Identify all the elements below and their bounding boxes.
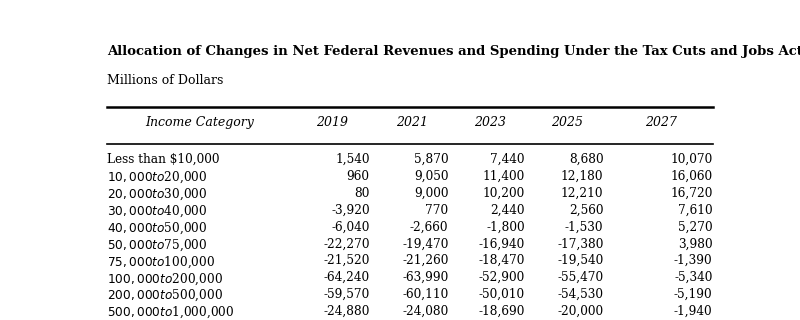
Text: 16,060: 16,060 — [670, 170, 713, 183]
Text: -18,690: -18,690 — [478, 305, 525, 318]
Text: -1,390: -1,390 — [674, 254, 713, 267]
Text: 2,440: 2,440 — [490, 204, 525, 217]
Text: 2027: 2027 — [645, 116, 677, 129]
Text: 10,200: 10,200 — [482, 187, 525, 200]
Text: -1,530: -1,530 — [565, 220, 603, 234]
Text: -6,040: -6,040 — [331, 220, 370, 234]
Text: -21,260: -21,260 — [402, 254, 449, 267]
Text: -19,540: -19,540 — [557, 254, 603, 267]
Text: 5,270: 5,270 — [678, 220, 713, 234]
Text: Allocation of Changes in Net Federal Revenues and Spending Under the Tax Cuts an: Allocation of Changes in Net Federal Rev… — [107, 44, 800, 58]
Text: -24,880: -24,880 — [323, 305, 370, 318]
Text: 11,400: 11,400 — [482, 170, 525, 183]
Text: -55,470: -55,470 — [558, 271, 603, 284]
Text: $30,000 to $40,000: $30,000 to $40,000 — [107, 204, 208, 219]
Text: 3,980: 3,980 — [678, 237, 713, 250]
Text: -17,380: -17,380 — [557, 237, 603, 250]
Text: 5,870: 5,870 — [414, 153, 449, 166]
Text: -24,080: -24,080 — [402, 305, 449, 318]
Text: 770: 770 — [426, 204, 449, 217]
Text: -20,000: -20,000 — [558, 305, 603, 318]
Text: 12,180: 12,180 — [561, 170, 603, 183]
Text: -1,940: -1,940 — [674, 305, 713, 318]
Text: 1,540: 1,540 — [335, 153, 370, 166]
Text: $40,000 to $50,000: $40,000 to $50,000 — [107, 220, 208, 236]
Text: 2025: 2025 — [551, 116, 583, 129]
Text: -64,240: -64,240 — [323, 271, 370, 284]
Text: -21,520: -21,520 — [323, 254, 370, 267]
Text: 12,210: 12,210 — [561, 187, 603, 200]
Text: -2,660: -2,660 — [410, 220, 449, 234]
Text: $10,000 to $20,000: $10,000 to $20,000 — [107, 170, 208, 185]
Text: $100,000 to $200,000: $100,000 to $200,000 — [107, 271, 223, 287]
Text: -5,340: -5,340 — [674, 271, 713, 284]
Text: -1,800: -1,800 — [486, 220, 525, 234]
Text: 9,050: 9,050 — [414, 170, 449, 183]
Text: -52,900: -52,900 — [478, 271, 525, 284]
Text: -50,010: -50,010 — [478, 288, 525, 301]
Text: 8,680: 8,680 — [569, 153, 603, 166]
Text: -60,110: -60,110 — [402, 288, 449, 301]
Text: -54,530: -54,530 — [558, 288, 603, 301]
Text: -19,470: -19,470 — [402, 237, 449, 250]
Text: 960: 960 — [346, 170, 370, 183]
Text: $20,000 to $30,000: $20,000 to $30,000 — [107, 187, 208, 202]
Text: Less than $10,000: Less than $10,000 — [107, 153, 220, 166]
Text: -59,570: -59,570 — [323, 288, 370, 301]
Text: -63,990: -63,990 — [402, 271, 449, 284]
Text: 2,560: 2,560 — [569, 204, 603, 217]
Text: $50,000 to $75,000: $50,000 to $75,000 — [107, 237, 208, 253]
Text: 2019: 2019 — [317, 116, 349, 129]
Text: 7,440: 7,440 — [490, 153, 525, 166]
Text: $200,000 to $500,000: $200,000 to $500,000 — [107, 288, 223, 303]
Text: 80: 80 — [354, 187, 370, 200]
Text: 7,610: 7,610 — [678, 204, 713, 217]
Text: 16,720: 16,720 — [670, 187, 713, 200]
Text: -3,920: -3,920 — [331, 204, 370, 217]
Text: -5,190: -5,190 — [674, 288, 713, 301]
Text: $500,000 to $1,000,000: $500,000 to $1,000,000 — [107, 305, 235, 320]
Text: -18,470: -18,470 — [478, 254, 525, 267]
Text: -16,940: -16,940 — [478, 237, 525, 250]
Text: $75,000 to $100,000: $75,000 to $100,000 — [107, 254, 216, 270]
Text: 2021: 2021 — [396, 116, 428, 129]
Text: Millions of Dollars: Millions of Dollars — [107, 74, 224, 87]
Text: 2023: 2023 — [474, 116, 506, 129]
Text: 9,000: 9,000 — [414, 187, 449, 200]
Text: Income Category: Income Category — [146, 116, 254, 129]
Text: -22,270: -22,270 — [323, 237, 370, 250]
Text: 10,070: 10,070 — [670, 153, 713, 166]
